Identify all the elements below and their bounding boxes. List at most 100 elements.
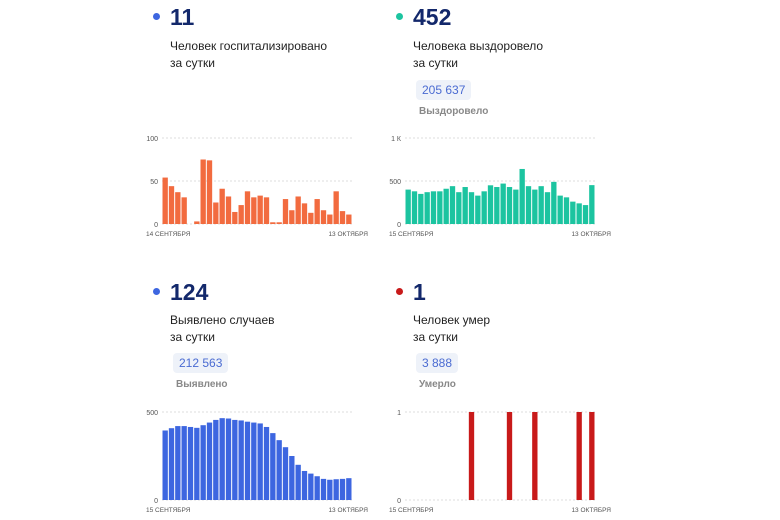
desc-line-2: за сутки (170, 56, 215, 70)
bar (263, 426, 270, 500)
bar (219, 188, 225, 224)
chart-deaths: 0 1 15 СЕНТЯБРЯ 13 ОКТЯБРЯ (389, 410, 611, 514)
bar (418, 193, 424, 224)
bar (570, 201, 576, 224)
bar (327, 214, 333, 224)
bar (194, 221, 200, 224)
panel-hospitalized: 11 Человек госпитализировано за сутки 0 5… (140, 0, 370, 260)
bar (168, 428, 175, 500)
bar (494, 187, 500, 224)
bar (437, 191, 443, 224)
chart-recovered: 0 500 1 К 15 СЕНТЯБРЯ 13 ОКТЯБРЯ (389, 136, 611, 238)
bar (295, 196, 301, 224)
bar (244, 421, 251, 500)
bar (270, 433, 276, 500)
bar (200, 425, 206, 500)
bar (538, 186, 544, 224)
bar (225, 418, 232, 500)
bar (238, 420, 244, 500)
bar (333, 479, 339, 500)
y-tick-label: 500 (389, 179, 401, 186)
bar (314, 476, 320, 500)
x-start-label: 15 СЕНТЯБРЯ (389, 507, 434, 514)
bar (289, 456, 295, 500)
bar (320, 210, 327, 224)
bar (411, 191, 418, 224)
daily-description: Человека выздоровело за сутки (413, 38, 543, 72)
desc-line-2: за сутки (170, 330, 215, 344)
bar (206, 422, 213, 500)
bar (276, 440, 282, 500)
bar (576, 203, 582, 224)
bar (346, 214, 352, 224)
x-end-label: 13 ОКТЯБРЯ (328, 507, 368, 514)
daily-value: 452 (413, 4, 452, 30)
bar (282, 447, 289, 500)
bar (320, 478, 327, 500)
bar (333, 191, 339, 224)
y-tick-label: 100 (146, 136, 158, 143)
bar (175, 192, 181, 224)
bar (251, 422, 257, 500)
bar (232, 419, 238, 500)
bar (244, 191, 251, 224)
bar (563, 197, 570, 224)
bar (308, 212, 314, 224)
bar (346, 478, 352, 500)
x-end-label: 13 ОКТЯБРЯ (571, 507, 611, 514)
bar (405, 189, 411, 224)
bar (194, 427, 200, 500)
bar (295, 464, 301, 500)
total-label: Выздоровело (419, 106, 489, 117)
bar (487, 185, 494, 224)
bar (519, 168, 525, 224)
bar (276, 222, 282, 224)
x-start-label: 14 СЕНТЯБРЯ (146, 231, 191, 238)
bar (225, 196, 232, 224)
y-tick-label: 500 (146, 410, 158, 417)
daily-description: Человек госпитализировано за сутки (170, 38, 327, 72)
bar (206, 160, 213, 224)
y-tick-label: 0 (154, 498, 158, 505)
bar (468, 412, 475, 500)
bar (339, 478, 346, 500)
total-label: Выявлено (176, 379, 228, 390)
daily-value: 11 (170, 4, 195, 30)
bar (308, 473, 314, 500)
desc-line-1: Человек умер (413, 313, 491, 327)
bar (430, 191, 437, 224)
y-tick-label: 50 (150, 179, 158, 186)
panel-cases: 124 Выявлено случаев за сутки 212 563 Вы… (140, 272, 370, 520)
bar (314, 199, 320, 224)
bar (257, 423, 263, 500)
bar (513, 189, 519, 224)
panel-deaths: 1 Человек умер за сутки 3 888 Умерло 0 1 1… (383, 272, 623, 520)
y-tick-label: 0 (397, 222, 401, 229)
bar (301, 470, 308, 500)
total-badge: 3 888 (416, 353, 459, 373)
bar (481, 191, 487, 224)
bar (532, 189, 538, 224)
bar (187, 426, 194, 500)
daily-description: Человек умер за сутки (413, 312, 490, 346)
panel-recovered: 452 Человека выздоровело за сутки 205 63… (383, 0, 623, 260)
bar (257, 195, 263, 224)
bar (551, 181, 557, 224)
bar (219, 418, 225, 500)
bar (232, 211, 238, 224)
bar (449, 186, 456, 224)
y-tick-label: 1 К (391, 136, 402, 143)
chart-cases: 0 500 15 СЕНТЯБРЯ 13 ОКТЯБРЯ (146, 410, 368, 514)
y-tick-label: 0 (154, 222, 158, 229)
bar (251, 197, 257, 224)
bar (162, 430, 168, 500)
bar (506, 187, 513, 224)
bar (270, 222, 276, 224)
series-dot (153, 288, 160, 295)
bar (582, 205, 589, 224)
bar (462, 187, 468, 224)
desc-line-1: Человек госпитализировано (170, 39, 328, 53)
total-badge: 205 637 (416, 80, 472, 100)
bar (339, 211, 346, 224)
bar (500, 183, 506, 224)
